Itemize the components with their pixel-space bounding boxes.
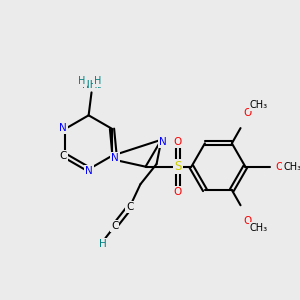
Text: C: C: [60, 151, 67, 161]
Text: H: H: [99, 239, 106, 249]
Text: CH₃: CH₃: [283, 162, 300, 172]
Text: N: N: [85, 166, 92, 176]
Text: N: N: [111, 153, 119, 163]
Text: O: O: [276, 162, 284, 172]
Text: C: C: [126, 202, 133, 212]
Text: N: N: [59, 123, 67, 133]
Text: C: C: [111, 221, 118, 231]
Text: S: S: [174, 160, 182, 173]
Text: O: O: [174, 187, 182, 197]
Text: N: N: [159, 137, 167, 147]
Text: H: H: [78, 76, 85, 86]
Text: CH₃: CH₃: [250, 100, 268, 110]
Text: O: O: [243, 108, 251, 118]
Text: O: O: [243, 216, 251, 226]
Text: H: H: [94, 76, 101, 86]
Text: NH₂: NH₂: [82, 80, 101, 90]
Text: CH₃: CH₃: [250, 224, 268, 233]
Text: O: O: [174, 136, 182, 147]
